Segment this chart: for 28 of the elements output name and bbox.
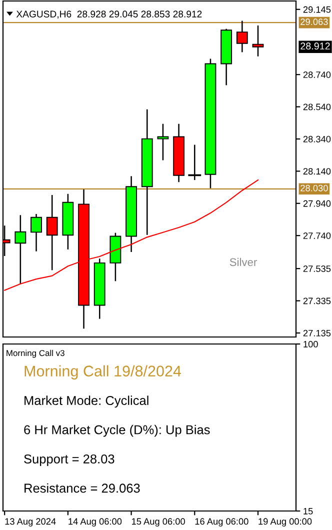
y-tick-label: 29.145 xyxy=(303,6,331,13)
ref-line-label: 29.063 xyxy=(300,18,328,26)
text: 28.912 xyxy=(300,42,330,50)
x-tick-label: 16 Aug 06:00 xyxy=(195,518,248,526)
annotation: 6 Hr Market Cycle (D%): Up Bias xyxy=(24,424,210,437)
y-tick-label: 27.135 xyxy=(303,330,331,336)
x-tick-label: 14 Aug 06:00 xyxy=(68,518,122,526)
y-tick-label: 28.340 xyxy=(303,136,331,142)
y-tick-label: 15 xyxy=(304,508,313,514)
annotation: Support = 28.03 xyxy=(24,454,114,466)
annotation: Resistance = 29.063 xyxy=(24,483,140,493)
y-tick-label: 27.535 xyxy=(303,265,331,272)
y-tick-label: 100 xyxy=(304,340,318,348)
x-tick-label: 15 Aug 06:00 xyxy=(132,518,185,526)
annotation: Market Mode: Cyclical xyxy=(24,396,148,408)
x-tick-label: 13 Aug 2024 xyxy=(5,518,56,526)
text: XAGUSD,H6 28.928 29.045 28.853 28.912 xyxy=(16,10,202,19)
y-tick-label: 27.940 xyxy=(303,200,331,207)
y-tick-label: 28.140 xyxy=(303,168,331,175)
x-tick-label: 19 Aug 00:00 xyxy=(258,518,312,526)
y-tick-label: 27.335 xyxy=(303,298,331,304)
y-tick-label: 28.740 xyxy=(303,71,331,78)
ref-line-label: 28.030 xyxy=(300,184,328,192)
annotation: Morning Call 19/8/2024 xyxy=(24,365,182,380)
y-tick-label: 28.540 xyxy=(303,104,331,110)
text: Morning Call v3 xyxy=(6,350,64,358)
annotation: Silver xyxy=(230,258,257,266)
y-tick-label: 27.740 xyxy=(303,232,331,239)
